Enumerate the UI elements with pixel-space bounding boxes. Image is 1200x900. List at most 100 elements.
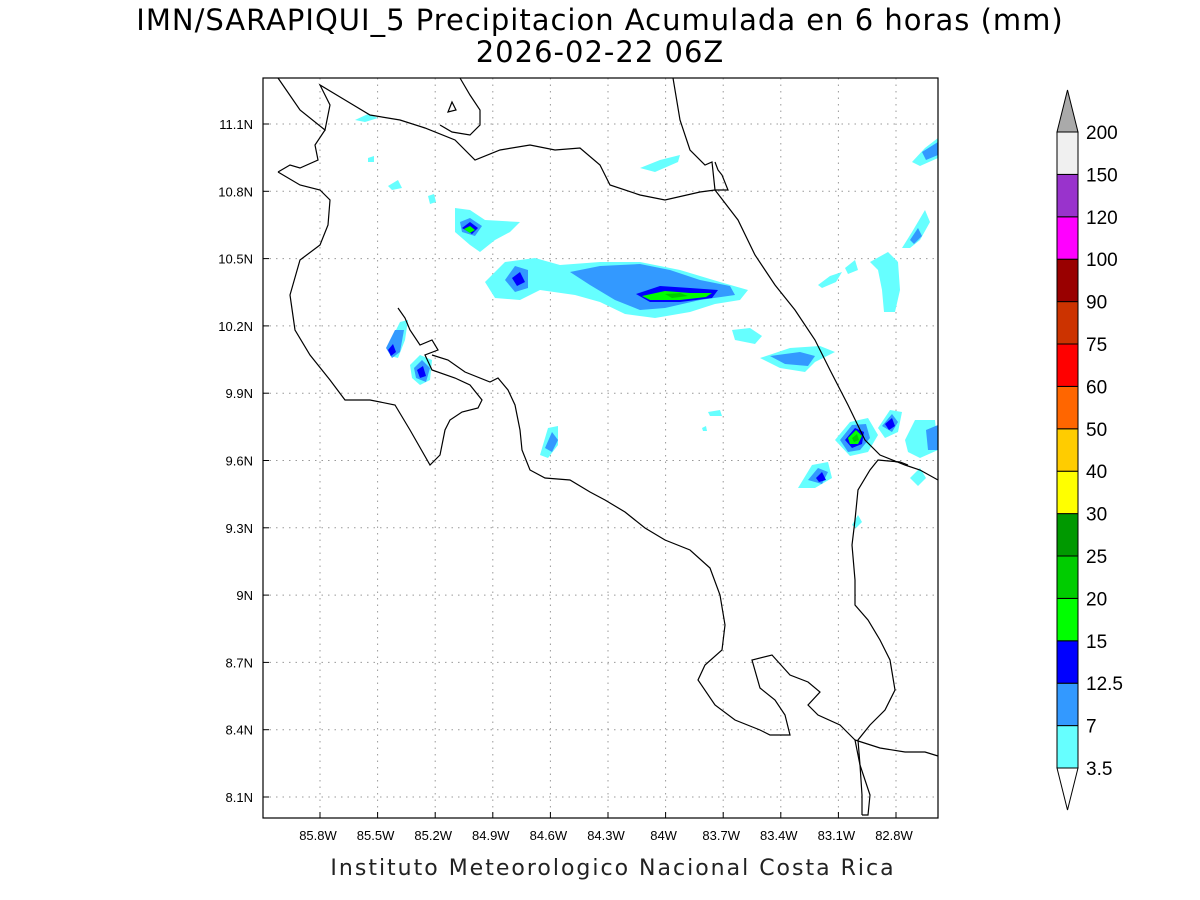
colorbar-label: 90 (1086, 293, 1107, 314)
caribbean-north-coast (672, 77, 729, 191)
precip-patch (355, 114, 378, 122)
colorbar-swatch (1056, 470, 1079, 515)
precip-patch (386, 330, 404, 358)
precip-patch (732, 328, 762, 344)
y-tick-label: 9N (236, 588, 253, 603)
colorbar-swatch (1056, 640, 1079, 684)
precip-patch (512, 272, 525, 286)
x-tick-label: 83.7W (702, 828, 740, 843)
x-tick-label: 85.8W (299, 828, 337, 843)
colorbar-label: 12.5 (1086, 674, 1123, 695)
precip-patch (852, 434, 859, 442)
precip-level-20 (665, 293, 859, 442)
map-title: IMN/SARAPIQUI_5 Precipitacion Acumulada … (136, 3, 1064, 37)
precip-patch (388, 180, 402, 190)
precip-patch (368, 156, 374, 162)
nicaragua-east-shore (439, 77, 481, 136)
latitude-axis: 11.1N 10.8N 10.5N 10.2N 9.9N 9.6N 9.3N 9N 8.7N 8.… (218, 117, 269, 805)
y-tick-label: 8.7N (226, 655, 253, 670)
x-tick-label: 84.6W (530, 828, 568, 843)
colorbar-label: 30 (1086, 505, 1107, 526)
y-tick-label: 8.4N (226, 723, 253, 738)
caribbean-coast (714, 189, 939, 481)
colorbar-swatch (1056, 597, 1079, 642)
gulf-nicoya (431, 354, 863, 815)
precip-patch (464, 226, 475, 233)
x-tick-label: 83.4W (760, 828, 798, 843)
colorbar-label: 120 (1086, 208, 1118, 229)
pacific-nw-coast (277, 171, 483, 466)
precip-level-3.5 (355, 114, 938, 528)
x-tick-label: 82.8W (875, 828, 913, 843)
y-tick-label: 9.6N (226, 454, 253, 469)
x-tick-label: 84.3W (587, 828, 625, 843)
colorbar-label: 20 (1086, 589, 1107, 610)
nicaragua-lake-shore (277, 77, 716, 201)
map-gridlines (263, 78, 938, 818)
colorbar-label: 40 (1086, 462, 1107, 483)
colorbar-swatch (1056, 513, 1079, 557)
x-tick-label: 85.2W (414, 828, 452, 843)
y-tick-label: 8.1N (226, 790, 253, 805)
colorbar-swatch (1056, 428, 1079, 472)
precip-patch (640, 155, 680, 172)
colorbar-label: 50 (1086, 420, 1107, 441)
precip-patch (845, 260, 858, 274)
precip-patch (708, 410, 722, 416)
colorbar-swatch (1056, 385, 1079, 430)
colorbar-bottom-arrow (1056, 767, 1079, 811)
precip-patch (885, 418, 895, 430)
colorbar-swatch (1056, 131, 1079, 175)
colorbar-label: 75 (1086, 335, 1107, 356)
institution-footer: Instituto Meteorologico Nacional Costa R… (330, 856, 896, 881)
y-tick-label: 10.8N (218, 184, 253, 199)
colorbar-label: 15 (1086, 632, 1107, 653)
x-tick-label: 84.9W (472, 828, 510, 843)
colorbar-swatch (1056, 725, 1079, 769)
colorbar-swatch (1056, 301, 1079, 345)
precip-patch (870, 252, 900, 312)
colorbar-legend: 3.5 7 12.5 15 20 25 30 40 50 60 75 90 100 120 150 200 (1056, 89, 1123, 811)
x-tick-label: 84W (650, 828, 677, 843)
colorbar-label: 100 (1086, 250, 1118, 271)
y-tick-label: 10.5N (218, 252, 253, 267)
precip-patch (902, 210, 930, 248)
colorbar-swatch (1056, 173, 1079, 218)
precip-patch (818, 272, 842, 288)
precip-patch (926, 425, 938, 450)
colorbar-top-arrow (1056, 89, 1079, 133)
island (447, 100, 457, 113)
pacific-coast (277, 129, 326, 173)
y-tick-label: 10.2N (218, 319, 253, 334)
precip-patch (545, 432, 558, 452)
precip-patch (922, 142, 938, 160)
colorbar-swatch (1056, 343, 1079, 387)
y-tick-label: 9.3N (226, 521, 253, 536)
colorbar-swatch (1056, 682, 1079, 727)
colorbar-label: 200 (1086, 123, 1118, 144)
colorbar-label: 7 (1086, 717, 1097, 738)
precip-patch (852, 515, 862, 528)
panama-coast (854, 739, 939, 757)
precip-patch (417, 366, 426, 378)
x-tick-label: 85.5W (357, 828, 395, 843)
colorbar-swatch (1056, 555, 1079, 599)
precip-patch (428, 194, 436, 204)
colorbar-label: 150 (1086, 165, 1118, 186)
precip-patch (388, 344, 396, 356)
colorbar-swatch (1056, 216, 1079, 260)
y-tick-label: 9.9N (226, 386, 253, 401)
map-subtitle-datetime: 2026-02-22 06Z (475, 35, 725, 69)
y-tick-label: 11.1N (219, 117, 253, 132)
panama-border (851, 459, 909, 816)
colorbar-label: 3.5 (1086, 759, 1112, 780)
longitude-axis: 85.8W 85.5W 85.2W 84.9W 84.6W 84.3W 84W 83.7W 83… (299, 812, 914, 843)
precip-patch (770, 352, 815, 366)
precip-patch (665, 293, 688, 298)
map-frame (262, 77, 939, 819)
coastline-borders (277, 77, 939, 816)
colorbar-swatch (1056, 258, 1079, 303)
precip-patch (702, 426, 707, 431)
x-tick-label: 83.1W (818, 828, 856, 843)
